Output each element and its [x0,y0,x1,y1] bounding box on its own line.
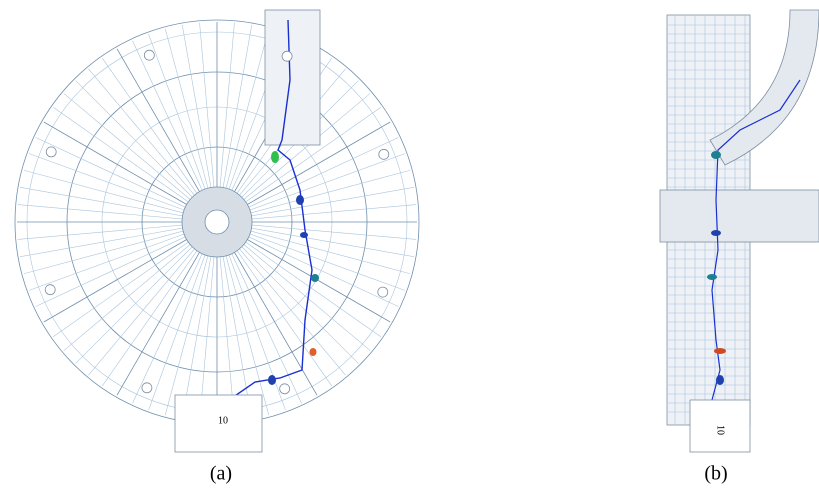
panel-label: (b) [704,463,727,485]
spoke [102,251,197,386]
bolt-hole [144,50,154,60]
panel-b: 10 (b) [660,10,819,485]
spoke [250,234,405,290]
box-label: 10 [715,425,726,435]
panel-a: 10 (a) [15,10,419,485]
spoke [242,247,359,364]
particle [707,274,717,280]
spoke [88,249,194,375]
bolt-hole [379,149,389,159]
inlet-pipe [265,10,320,145]
spoke [64,244,190,350]
spoke [132,254,202,404]
spoke [229,255,285,410]
particle [714,348,726,354]
spoke [44,240,187,323]
particle [296,195,304,205]
bolt-hole [378,287,388,297]
particle [268,375,276,385]
panel-label: (a) [210,463,232,485]
spoke [247,240,390,323]
spoke [53,107,188,202]
spoke [251,231,410,274]
spoke [249,237,399,307]
bolt-hole [46,147,56,157]
spoke [226,29,269,188]
spoke [53,242,188,337]
spoke [24,231,183,274]
spoke [24,170,183,213]
spoke [239,249,345,375]
spoke [117,252,200,395]
spoke [29,154,184,210]
particle [311,274,319,282]
spoke [64,93,190,199]
spoke [249,137,399,207]
hub-hole [205,210,229,234]
spoke [29,234,184,290]
spoke [149,34,205,189]
spoke [36,137,186,207]
particle [711,230,721,236]
particle [716,375,724,385]
bolt-hole [282,51,292,61]
figure: 10 (a) 10 (b) [0,0,819,490]
spoke [88,69,194,195]
spoke [76,81,193,198]
particle [271,151,279,163]
shaft [660,190,819,242]
spoke [237,251,332,386]
spoke [36,237,186,307]
spoke [165,256,208,415]
particle [300,232,308,238]
spoke [132,41,202,191]
particle [310,348,317,356]
bolt-hole [280,384,290,394]
spoke [244,244,370,350]
bolt-hole [142,383,152,393]
spoke [165,29,208,188]
spoke [226,256,269,415]
spoke [44,122,187,205]
spoke [251,170,410,213]
spoke [117,49,200,192]
box-label: 10 [218,415,228,426]
spoke [246,242,381,337]
spoke [149,255,205,410]
particle [711,151,721,159]
spoke [102,58,197,193]
spoke [76,247,193,364]
bolt-hole [45,285,55,295]
